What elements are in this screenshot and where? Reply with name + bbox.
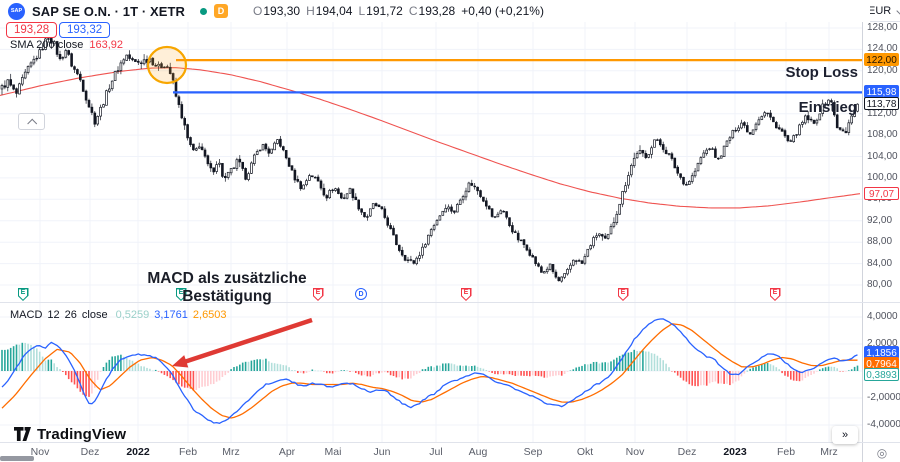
annotation-arrowhead <box>172 355 189 368</box>
price-tick: 80,00 <box>867 279 893 290</box>
currency-label: EUR <box>868 4 892 17</box>
pane-separator[interactable] <box>0 302 900 303</box>
macd-tick: 2,0000 <box>867 338 898 349</box>
time-tick: Feb <box>776 446 796 458</box>
close-value: 193,28 <box>418 4 456 18</box>
time-tick: Jun <box>373 446 391 458</box>
macd-legend-slow: 26 <box>64 309 77 321</box>
macd-note-text[interactable]: MACD als zusätzliche Bestätigung <box>147 270 307 305</box>
time-tick: Aug <box>468 446 488 458</box>
sma-price-badge[interactable]: 97,07 <box>864 187 899 200</box>
macd-tick: 4,0000 <box>867 311 898 322</box>
sma-200-line[interactable] <box>0 67 861 209</box>
sma-legend-value: 163,92 <box>89 39 124 51</box>
macd-legend-source: close <box>81 309 108 321</box>
dividend-marker[interactable]: D <box>355 288 367 300</box>
annotation-arrow[interactable] <box>182 317 313 365</box>
ask-price-badge[interactable]: 193,32 <box>59 22 111 38</box>
macd-legend-fast: 12 <box>47 309 60 321</box>
legend-collapse-button[interactable] <box>18 113 45 130</box>
time-tick: Feb <box>178 446 198 458</box>
macd-legend[interactable]: MACD 12 26 close 0,5259 3,1761 2,6503 <box>10 309 227 321</box>
time-tick: Mrz <box>820 446 838 458</box>
earnings-marker[interactable]: E <box>175 288 187 301</box>
macd-legend-title: MACD <box>10 309 43 321</box>
time-tick: Dez <box>80 446 100 458</box>
price-tick: 120,00 <box>867 64 898 76</box>
time-tick: Dez <box>677 446 697 458</box>
market-open-icon[interactable] <box>200 7 208 15</box>
horizontal-scrollbar-thumb[interactable] <box>0 456 34 461</box>
sma-legend-name: SMA 200 close <box>10 39 84 51</box>
earnings-marker[interactable]: E <box>460 288 472 301</box>
time-tick: Sep <box>523 446 543 458</box>
time-tick: Nov <box>625 446 645 458</box>
macd-legend-macd-value: 3,1761 <box>154 309 188 321</box>
hist-value-badge[interactable]: 0,3893 <box>864 368 899 381</box>
time-tick: Okt <box>576 446 594 458</box>
open-value: 193,30 <box>263 4 301 18</box>
price-tick: 112,00 <box>867 107 897 119</box>
earnings-marker[interactable]: E <box>312 288 324 301</box>
low-label: L <box>358 4 366 18</box>
price-tick: 124,00 <box>867 43 898 55</box>
earnings-marker[interactable]: E <box>17 288 29 301</box>
tradingview-brand-text: TradingView <box>37 426 127 443</box>
close-label: C <box>408 4 418 18</box>
high-label: H <box>306 4 315 18</box>
candlestick-series[interactable] <box>0 34 859 283</box>
entry-text[interactable]: Einstieg <box>798 99 857 116</box>
macd-indicator[interactable] <box>1 318 859 424</box>
price-tick: 108,00 <box>867 129 898 141</box>
price-scale[interactable]: EUR 128,00124,00120,00116,00112,00108,00… <box>862 0 900 462</box>
sma-legend[interactable]: SMA 200 close 163,92 <box>10 39 123 51</box>
time-tick: 2023 <box>723 446 747 458</box>
chart-header: SAP SAP SE O.N. · 1T · XETR D O193,30 H1… <box>0 0 870 22</box>
high-value: 194,04 <box>315 4 353 18</box>
chevron-up-icon <box>27 118 38 129</box>
currency-selector[interactable]: EUR <box>863 0 900 22</box>
symbol-title[interactable]: SAP SE O.N. · 1T · XETR <box>32 3 186 19</box>
price-tick: 104,00 <box>867 150 898 162</box>
symbol-logo-icon: SAP <box>8 2 25 20</box>
tradingview-logo-icon <box>14 427 31 441</box>
price-tick: 100,00 <box>867 171 898 183</box>
time-tick: Mrz <box>222 446 240 458</box>
time-axis-separator <box>0 442 900 443</box>
macd-tick: -2,0000 <box>867 392 900 403</box>
price-tick: 92,00 <box>867 214 893 226</box>
time-tick: Mai <box>324 446 342 458</box>
scale-reset-icon[interactable]: ◎ <box>876 446 888 460</box>
highlight-circle[interactable] <box>146 45 188 85</box>
time-tick: Jul <box>429 446 443 458</box>
macd-legend-signal-value: 2,6503 <box>192 309 227 321</box>
price-tick: 88,00 <box>867 236 893 248</box>
open-label: O <box>253 4 263 18</box>
ohlc-values: O193,30 H194,04 L191,72 C193,28 +0,40 (+… <box>253 4 544 18</box>
earnings-marker[interactable]: E <box>769 288 781 301</box>
stop-loss-text[interactable]: Stop Loss <box>785 64 858 81</box>
delayed-data-badge[interactable]: D <box>214 4 229 18</box>
chevron-down-icon <box>896 6 900 15</box>
macd-legend-hist-value: 0,5259 <box>115 309 150 321</box>
time-tick: 2022 <box>126 446 150 458</box>
stop-loss-price-badge[interactable]: 122,00 <box>864 53 899 66</box>
price-tick: 128,00 <box>867 22 898 33</box>
bid-price-badge[interactable]: 193,28 <box>6 22 58 38</box>
macd-tick: -4,0000 <box>867 419 900 430</box>
tradingview-attribution[interactable]: TradingView <box>14 426 126 443</box>
low-value: 191,72 <box>366 4 403 18</box>
time-scale[interactable]: Nov Dez 2022 Feb Mrz Apr Mai Jun Jul Aug Sep Okt Nov… <box>0 443 862 462</box>
macd-line <box>1 318 858 424</box>
change-value: +0,40 (+0,21%) <box>461 4 544 18</box>
time-tick: Apr <box>278 446 296 458</box>
scroll-to-realtime-button[interactable]: » <box>832 426 858 444</box>
time-tick: Nov <box>30 446 50 458</box>
earnings-marker[interactable]: E <box>617 288 629 301</box>
macd-signal-line <box>1 323 858 419</box>
last-price-badge[interactable]: 113,78 <box>864 97 899 110</box>
price-tick: 84,00 <box>867 257 893 269</box>
